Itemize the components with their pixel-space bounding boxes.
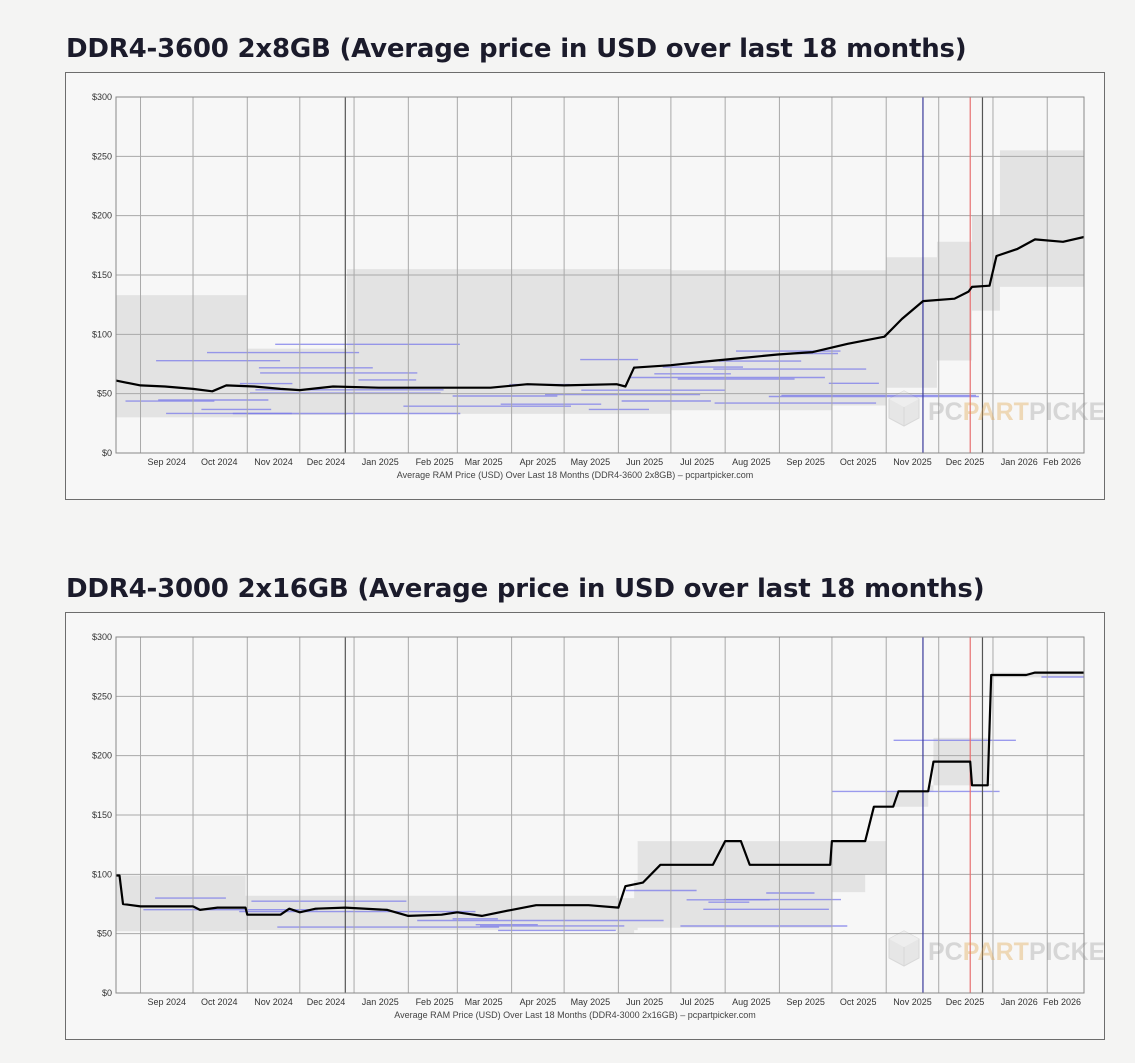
x-tick-label: Oct 2025	[840, 997, 877, 1007]
x-tick-label: Jan 2026	[1001, 457, 1038, 467]
y-tick-label: $0	[102, 448, 112, 458]
price-chart-ddr4-3000: PCPARTPICKER $0 $50 $100 $150 $200 $250 $300 Se…	[92, 632, 1104, 1020]
x-tick-label: Mar 2025	[465, 997, 503, 1007]
x-tick-label: Nov 2025	[893, 457, 932, 467]
svg-text:PCPARTPICKER: PCPARTPICKER	[928, 938, 1104, 966]
price-range-area	[116, 146, 1084, 418]
chart-heading: DDR4-3000 2x16GB (Average price in USD o…	[66, 574, 985, 604]
pcpartpicker-logo-icon	[888, 930, 920, 967]
price-range-area	[116, 666, 1084, 934]
y-tick-label: $150	[92, 810, 112, 820]
chart-frame: PCPARTPICKER $0 $50 $100 $150 $200 $250 $300 Se…	[65, 72, 1105, 500]
pcpartpicker-logo-icon	[888, 390, 920, 427]
x-tick-label: Jul 2025	[680, 457, 714, 467]
average-price-line	[116, 671, 1084, 917]
x-tick-label: Jan 2026	[1001, 997, 1038, 1007]
y-tick-label: $0	[102, 988, 112, 998]
x-tick-label: Sep 2024	[147, 997, 186, 1007]
plot-border	[115, 636, 1085, 994]
x-tick-label: Sep 2025	[786, 457, 825, 467]
x-tick-label: Jan 2025	[362, 997, 399, 1007]
x-tick-label: May 2025	[571, 457, 611, 467]
price-chart-ddr4-3600: PCPARTPICKER $0 $50 $100 $150 $200 $250 $300 Se…	[92, 92, 1104, 480]
vertical-markers	[344, 97, 984, 453]
x-tick-label: Dec 2025	[946, 457, 985, 467]
x-tick-label: Dec 2024	[307, 997, 346, 1007]
svg-text:PCPARTPICKER: PCPARTPICKER	[928, 398, 1104, 426]
watermark-pc: PC	[928, 938, 963, 966]
watermark-picker: PICKER	[1029, 938, 1104, 966]
x-tick-label: Apr 2025	[520, 997, 557, 1007]
x-tick-label: Oct 2025	[840, 457, 877, 467]
plot-border	[115, 96, 1085, 454]
watermark-picker: PICKER	[1029, 398, 1104, 426]
average-price-line	[115, 235, 1085, 393]
x-tick-label: Jul 2025	[680, 997, 714, 1007]
x-tick-label: Jun 2025	[626, 457, 663, 467]
y-tick-label: $50	[97, 929, 112, 939]
x-tick-label: Dec 2025	[946, 997, 985, 1007]
y-tick-label: $200	[92, 211, 112, 221]
chart-frame: PCPARTPICKER $0 $50 $100 $150 $200 $250 $300 Se…	[65, 612, 1105, 1040]
y-tick-label: $50	[97, 389, 112, 399]
x-tick-label: Mar 2025	[465, 457, 503, 467]
y-tick-label: $300	[92, 632, 112, 642]
x-tick-label: Jun 2025	[626, 997, 663, 1007]
x-tick-label: Feb 2026	[1043, 997, 1081, 1007]
watermark-pc: PC	[928, 398, 963, 426]
x-tick-label: Oct 2024	[201, 457, 238, 467]
x-tick-label: May 2025	[571, 997, 611, 1007]
y-tick-label: $250	[92, 691, 112, 701]
pcpartpicker-watermark: PCPARTPICKER	[888, 930, 1104, 967]
x-tick-label: Sep 2024	[147, 457, 186, 467]
price-range-band	[116, 666, 1084, 934]
x-tick-label: Sep 2025	[786, 997, 825, 1007]
y-tick-label: $100	[92, 869, 112, 879]
axes: $0 $50 $100 $150 $200 $250 $300 Sep 2024 Oct 202…	[92, 92, 1085, 467]
retailer-price-lines	[125, 343, 979, 415]
y-tick-label: $200	[92, 751, 112, 761]
x-tick-label: Nov 2024	[254, 997, 293, 1007]
average-price-path	[115, 235, 1085, 393]
x-tick-label: Dec 2024	[307, 457, 346, 467]
x-tick-label: Nov 2024	[254, 457, 293, 467]
chart-caption: Average RAM Price (USD) Over Last 18 Mon…	[397, 470, 753, 480]
y-tick-label: $100	[92, 329, 112, 339]
x-tick-label: Feb 2025	[416, 457, 454, 467]
chart-caption: Average RAM Price (USD) Over Last 18 Mon…	[394, 1010, 755, 1020]
watermark-part: PART	[963, 938, 1029, 966]
x-tick-label: Nov 2025	[893, 997, 932, 1007]
y-tick-label: $250	[92, 151, 112, 161]
x-tick-label: Aug 2025	[732, 997, 771, 1007]
price-range-band	[116, 146, 1084, 418]
pcpartpicker-watermark: PCPARTPICKER	[888, 390, 1104, 427]
y-tick-label: $300	[92, 92, 112, 102]
x-tick-label: Aug 2025	[732, 457, 771, 467]
chart-heading: DDR4-3600 2x8GB (Average price in USD ov…	[66, 34, 967, 64]
watermark-part: PART	[963, 398, 1029, 426]
average-price-path	[116, 671, 1084, 917]
x-tick-label: Oct 2024	[201, 997, 238, 1007]
x-tick-label: Feb 2025	[416, 997, 454, 1007]
axes: $0 $50 $100 $150 $200 $250 $300 Sep 2024 Oct 202…	[92, 632, 1085, 1007]
x-tick-label: Apr 2025	[520, 457, 557, 467]
x-tick-label: Jan 2025	[362, 457, 399, 467]
y-tick-label: $150	[92, 270, 112, 280]
x-tick-label: Feb 2026	[1043, 457, 1081, 467]
vertical-markers	[344, 637, 984, 993]
